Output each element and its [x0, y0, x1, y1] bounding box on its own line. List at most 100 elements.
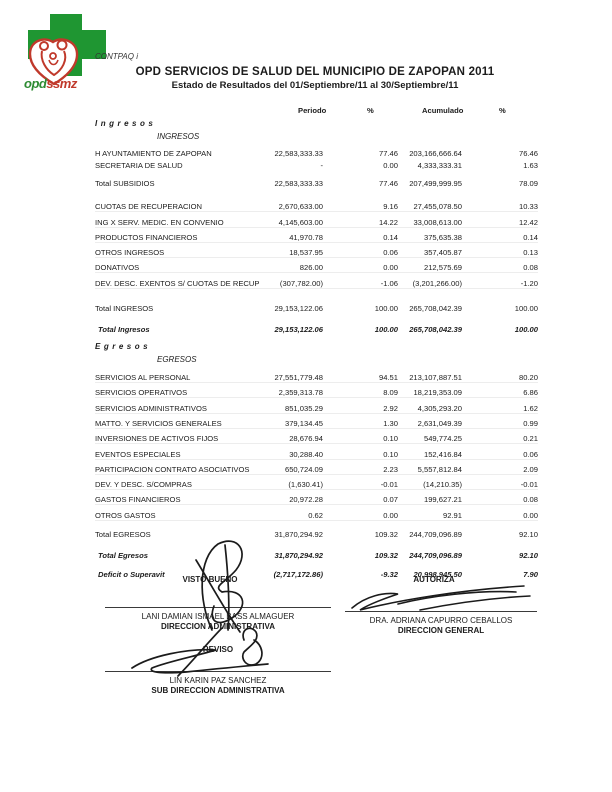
logo-text-ssmz: ssmz: [46, 76, 77, 91]
reviso-name: LIN KARIN PAZ SANCHEZ: [169, 676, 267, 685]
row-value: 0.06: [523, 449, 538, 459]
statement-row: INVERSIONES DE ACTIVOS FIJOS 28,676.94 0.1…: [95, 429, 538, 445]
statement-row: GASTOS FINANCIEROS 20,972.28 0.07 199,627.2…: [95, 490, 538, 506]
row-value: 27,455,078.50: [413, 202, 462, 212]
statement-row: DEV. DESC. EXENTOS S/ CUOTAS DE RECUP (30…: [95, 273, 538, 289]
row-value: 109.32: [374, 529, 398, 539]
row-value: 1.63: [523, 161, 538, 170]
row-value: 4,305,293.20: [417, 403, 462, 413]
row-label: Total EGRESOS: [95, 529, 151, 539]
row-value: (307,782.00): [279, 278, 323, 288]
statement-row: Deficit o Superavit (2,717,172.86) -9.32 20…: [95, 566, 538, 579]
row-value: 8.09: [383, 388, 398, 398]
statement-row: EVENTOS ESPECIALES 30,288.40 0.10 152,416.8…: [95, 444, 538, 460]
row-value: 2,670,633.00: [278, 202, 323, 212]
statement-row: Total Ingresos 29,153,122.06 100.00 265,708…: [95, 321, 538, 334]
reviso-signature-line: [105, 671, 331, 672]
row-value: 0.08: [523, 495, 538, 505]
row-value: 9.16: [383, 202, 398, 212]
row-value: 92.10: [518, 529, 538, 539]
visto-bueno-name: LANI DAMIAN ISMAEL BASS ALMAGUER: [141, 612, 295, 621]
logo-text-opd: opd: [24, 76, 47, 91]
row-label: GASTOS FINANCIEROS: [95, 495, 181, 505]
row-label: OTROS GASTOS: [95, 510, 156, 520]
row-label: MATTO. Y SERVICIOS GENERALES: [95, 418, 222, 428]
visto-bueno-label: VISTO BUENO: [182, 575, 238, 584]
row-value: 379,134.45: [284, 418, 323, 428]
row-value: 5,557,812.84: [417, 464, 462, 474]
row-value: 265,708,042.39: [409, 324, 462, 334]
row-value: 0.99: [523, 418, 538, 428]
row-value: 2.92: [383, 403, 398, 413]
row-value: 4,145,603.00: [278, 217, 323, 227]
page-subtitle: Estado de Resultados del 01/Septiembre/1…: [171, 80, 459, 91]
statement-row: Total SUBSIDIOS 22,583,333.33 77.46 207,499…: [95, 175, 538, 188]
section-title-ingresos: Ingresos: [95, 119, 157, 128]
row-value: 2.09: [523, 464, 538, 474]
row-value: 30,288.40: [289, 449, 323, 459]
row-value: 0.13: [523, 248, 538, 258]
row-value: 826.00: [299, 263, 323, 273]
reviso-label: REVISO: [202, 645, 234, 654]
row-value: (1,630.41): [288, 480, 323, 490]
statement-row: MATTO. Y SERVICIOS GENERALES 379,134.45 1.…: [95, 414, 538, 429]
statement-row: Total EGRESOS 31,870,294.92 109.32 244,709,…: [95, 526, 538, 539]
row-value: 77.46: [378, 148, 398, 158]
row-value: -9.32: [380, 569, 398, 579]
row-value: 357,405.87: [423, 248, 462, 258]
statement-row: PARTICIPACION CONTRATO ASOCIATIVOS 650,72…: [95, 460, 538, 475]
row-value: 22,583,333.33: [274, 148, 323, 158]
row-value: 0.10: [383, 449, 398, 459]
row-label: SERVICIOS OPERATIVOS: [95, 388, 188, 398]
row-label: OTROS INGRESOS: [95, 248, 165, 258]
statement-row: CUOTAS DE RECUPERACION 2,670,633.00 9.16 27…: [95, 197, 538, 213]
column-header-pct-periodo: %: [367, 106, 374, 115]
row-label: Total INGRESOS: [95, 303, 154, 313]
row-label: Deficit o Superavit: [98, 569, 165, 579]
row-value: 12.42: [518, 217, 538, 227]
row-label: DEV. DESC. EXENTOS S/ CUOTAS DE RECUP: [95, 278, 260, 288]
row-label: SERVICIOS ADMINISTRATIVOS: [95, 403, 207, 413]
section-subtitle-egresos: EGRESOS: [157, 354, 197, 364]
row-value: 27,551,779.48: [274, 373, 323, 383]
row-value: 0.00: [383, 510, 398, 520]
autoriza-title: DIRECCION GENERAL: [397, 626, 485, 635]
row-value: 4,333,333.31: [417, 161, 462, 170]
row-value: 7.90: [523, 569, 538, 579]
column-header-pct-acumulado: %: [499, 106, 506, 115]
row-value: 0.62: [308, 510, 323, 520]
row-value: 77.46: [378, 179, 398, 188]
row-value: 213,107,887.51: [409, 373, 462, 383]
row-value: 22,583,333.33: [274, 179, 323, 188]
row-value: 0.10: [383, 434, 398, 444]
statement-row: H AYUNTAMIENTO DE ZAPOPAN 22,583,333.33 77…: [95, 145, 538, 158]
row-value: 14.22: [378, 217, 398, 227]
row-value: 0.00: [523, 510, 538, 520]
title-block: OPD SERVICIOS DE SALUD DEL MUNICIPIO DE …: [60, 66, 570, 91]
row-value: 2.23: [383, 464, 398, 474]
row-value: -: [320, 161, 323, 170]
row-label: EVENTOS ESPECIALES: [95, 449, 181, 459]
row-value: 0.07: [383, 495, 398, 505]
row-value: 41,970.78: [289, 232, 323, 242]
statement-row: DEV. Y DESC. S/COMPRAS (1,630.41) -0.01 (14…: [95, 475, 538, 491]
row-value: 33,008,613.00: [413, 217, 462, 227]
statement-row: ING X SERV. MEDIC. EN CONVENIO 4,145,603.…: [95, 212, 538, 228]
row-value: 31,870,294.92: [274, 529, 323, 539]
row-value: 2,359,313.78: [278, 388, 323, 398]
column-headers: Periodo % Acumulado %: [95, 106, 538, 119]
section-subtitle-ingresos: INGRESOS: [157, 132, 200, 141]
column-header-periodo: Periodo: [298, 106, 327, 115]
row-value: 2,631,049.39: [417, 418, 462, 428]
row-value: 109.32: [374, 550, 398, 560]
statement-row: SECRETARIA DE SALUD - 0.00 4,333,333.31 1.63: [95, 158, 538, 170]
row-value: 549,774.25: [423, 434, 462, 444]
reviso-title: SUB DIRECCION ADMINISTRATIVA: [151, 686, 285, 695]
row-value: 152,416.84: [423, 449, 462, 459]
row-value: 6.86: [523, 388, 538, 398]
row-label: PARTICIPACION CONTRATO ASOCIATIVOS: [95, 464, 250, 474]
ingresos-rows: H AYUNTAMIENTO DE ZAPOPAN 22,583,333.33 77…: [95, 145, 538, 334]
column-header-acumulado: Acumulado: [422, 106, 464, 115]
visto-bueno-signature-line: [105, 607, 331, 608]
autoriza-signature-icon: [351, 585, 531, 611]
